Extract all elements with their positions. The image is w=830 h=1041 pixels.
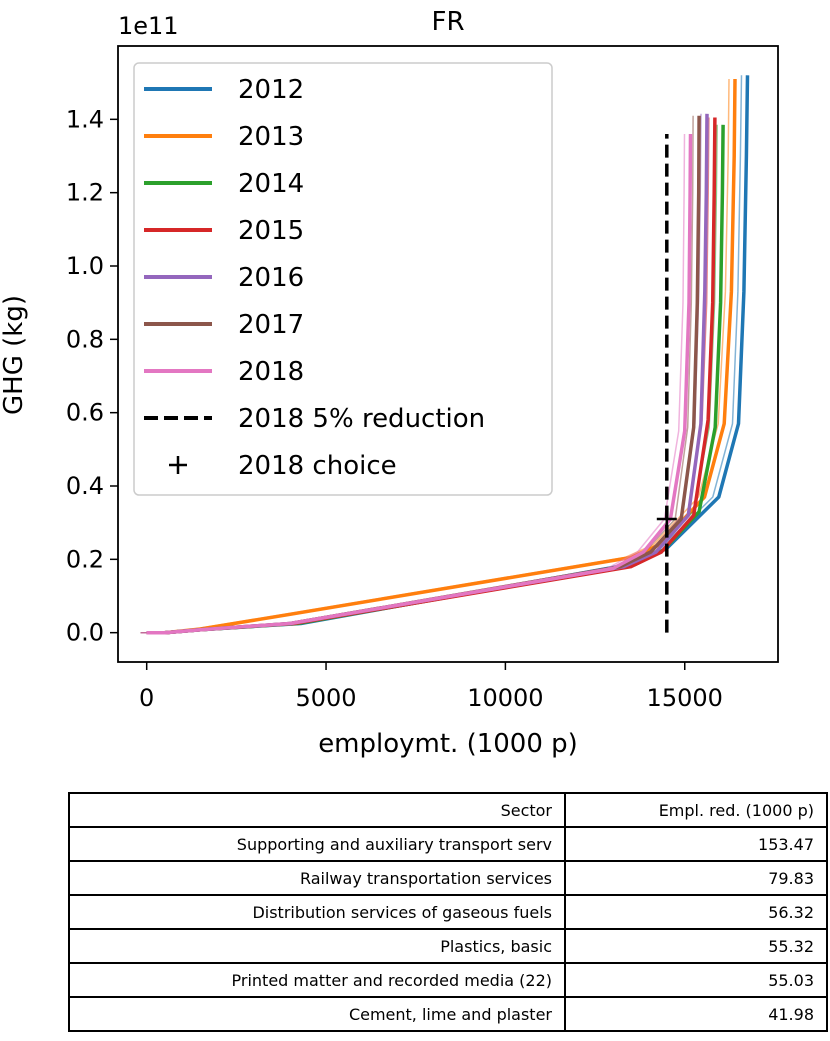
- x-tick-label-3: 15000: [647, 684, 723, 712]
- legend-entry-5: 2017: [144, 310, 304, 340]
- legend-label-0: 2012: [238, 75, 304, 105]
- series-layer: [140, 75, 750, 635]
- cell-sector: Railway transportation services: [68, 860, 566, 896]
- header-empl-red: Empl. red. (1000 p): [564, 792, 828, 828]
- cell-empl-red: 55.32: [564, 928, 828, 964]
- table-row: Plastics, basic 55.32: [68, 928, 828, 964]
- legend-label-4: 2016: [238, 263, 304, 293]
- legend-label-5: 2017: [238, 310, 304, 340]
- x-axis-label: employmt. (1000 p): [318, 729, 578, 759]
- cell-empl-red: 79.83: [564, 860, 828, 896]
- y-tick-label-1: 0.2: [66, 545, 104, 573]
- axes-layer: 0 5000 10000 15000 0.0 0.2 0.4 0.6 0.8 1.0 1.2 1.4: [66, 45, 779, 712]
- reference-layer: [656, 134, 677, 633]
- table-row: Cement, lime and plaster 41.98: [68, 996, 828, 1032]
- y-tick-label-5: 1.0: [66, 252, 104, 280]
- table-row: Supporting and auxiliary transport serv 1…: [68, 826, 828, 862]
- legend-entry-8: 2018 choice: [169, 451, 397, 481]
- legend-entry-7: 2018 5% reduction: [144, 404, 485, 434]
- cell-sector: Cement, lime and plaster: [68, 996, 566, 1032]
- legend-entry-2: 2014: [144, 169, 304, 199]
- cell-empl-red: 55.03: [564, 962, 828, 998]
- legend-frame: [133, 62, 553, 496]
- cell-empl-red: 41.98: [564, 996, 828, 1032]
- header-sector: Sector: [68, 792, 566, 828]
- cell-empl-red: 56.32: [564, 894, 828, 930]
- y-tick-label-7: 1.4: [66, 105, 104, 133]
- y-axis-label: GHG (kg): [0, 295, 29, 415]
- y-tick-label-0: 0.0: [66, 619, 104, 647]
- legend-label-8: 2018 choice: [238, 451, 397, 481]
- legend-entry-3: 2015: [144, 216, 304, 246]
- table-row: Printed matter and recorded media (22) 55…: [68, 962, 828, 998]
- cell-sector: Distribution services of gaseous fuels: [68, 894, 566, 930]
- y-tick-label-6: 1.2: [66, 179, 104, 207]
- legend-label-7: 2018 5% reduction: [238, 404, 485, 434]
- chart-title: FR: [431, 7, 464, 37]
- y-tick-label-2: 0.4: [66, 472, 104, 500]
- table-row: Railway transportation services 79.83: [68, 860, 828, 896]
- cell-empl-red: 153.47: [564, 826, 828, 862]
- table-header-row: Sector Empl. red. (1000 p): [68, 792, 828, 828]
- series-line-2018-inner: [140, 133, 686, 634]
- legend: 2012 2013 2014 2015 2016 2017 2018 2018 5% redu…: [133, 62, 553, 496]
- table-row: Distribution services of gaseous fuels 56…: [68, 894, 828, 930]
- sector-table: Sector Empl. red. (1000 p) Supporting and …: [68, 792, 828, 1032]
- legend-entry-4: 2016: [144, 263, 304, 293]
- choice-marker: [656, 509, 677, 529]
- x-tick-label-1: 5000: [296, 684, 357, 712]
- cell-sector: Supporting and auxiliary transport serv: [68, 826, 566, 862]
- y-tick-label-3: 0.6: [66, 399, 104, 427]
- legend-entry-6: 2018: [144, 357, 304, 387]
- legend-entry-1: 2013: [144, 122, 304, 152]
- legend-entry-0: 2012: [144, 75, 304, 105]
- cell-sector: Printed matter and recorded media (22): [68, 962, 566, 998]
- x-tick-label-2: 10000: [467, 684, 543, 712]
- plot-frame: [117, 45, 779, 663]
- cell-sector: Plastics, basic: [68, 928, 566, 964]
- legend-label-2: 2014: [238, 169, 304, 199]
- x-tick-label-0: 0: [139, 684, 154, 712]
- legend-label-3: 2015: [238, 216, 304, 246]
- chart-area: FR 1e11 0 5000 10000 15000 0.0 0.2 0.4 0.6 0.8 1.…: [0, 7, 779, 759]
- y-offset-label: 1e11: [118, 12, 179, 40]
- legend-label-6: 2018: [238, 357, 304, 387]
- y-tick-label-4: 0.8: [66, 325, 104, 353]
- legend-label-1: 2013: [238, 122, 304, 152]
